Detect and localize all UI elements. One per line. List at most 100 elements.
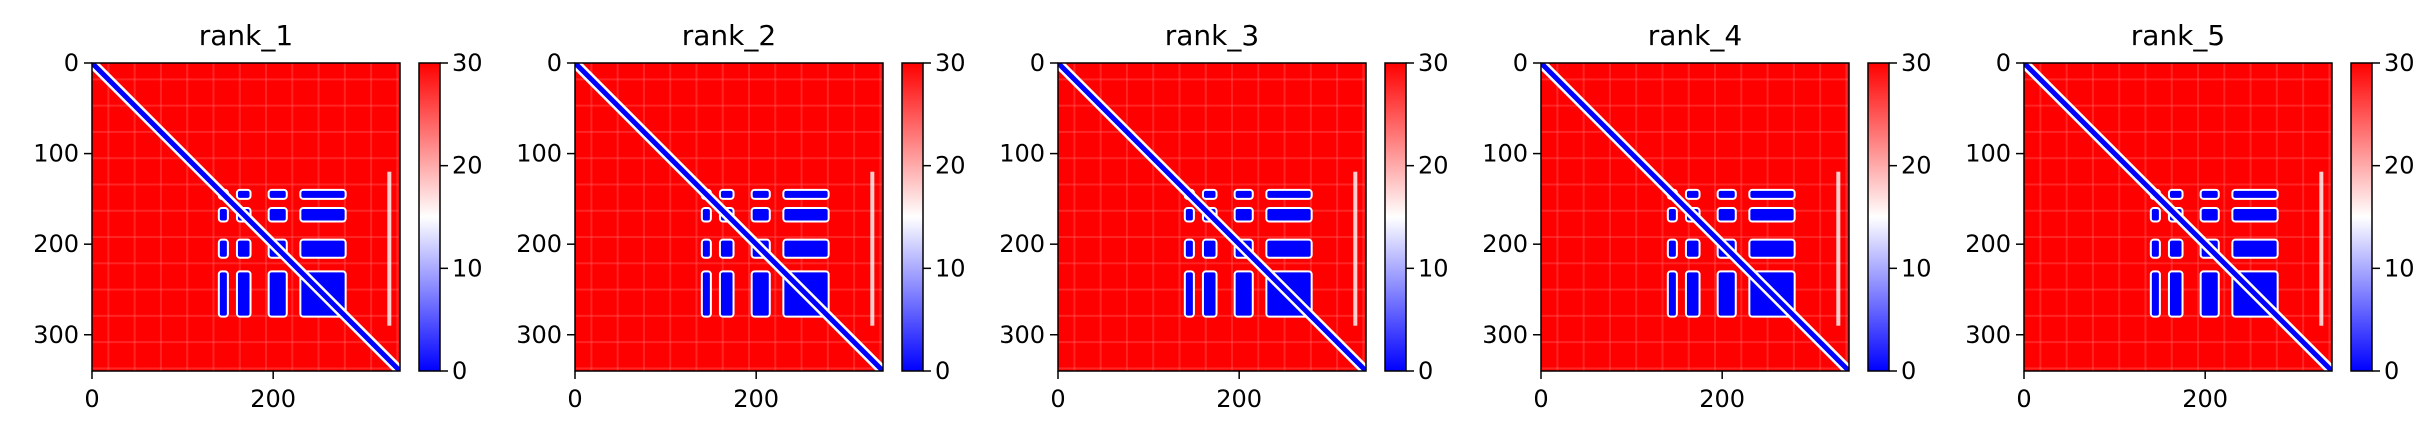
x-tick-label: 0: [1533, 385, 1548, 413]
axes-frame: [1540, 62, 1850, 372]
y-tick-label: 100: [1482, 140, 1528, 168]
y-tick-label: 100: [1965, 140, 2011, 168]
heatmap-block: [782, 188, 830, 200]
colorbar: [1868, 63, 1889, 371]
heatmap-texture: [1541, 341, 1849, 344]
heatmap-block: [2199, 206, 2220, 223]
heatmap-texture: [2024, 78, 2332, 81]
heatmap-texture: [575, 236, 883, 239]
heatmap-block: [2149, 206, 2161, 223]
heatmap-texture: [2024, 183, 2332, 186]
colorbar-tick-label: 30: [935, 49, 966, 77]
heatmap-texture: [1336, 63, 1339, 371]
heatmap-3: [1058, 63, 1366, 371]
x-tick-label: 0: [1050, 385, 1065, 413]
heatmap-block: [1716, 188, 1737, 200]
heatmap-block: [1183, 270, 1195, 318]
x-tick-label: 200: [733, 385, 779, 413]
colorbar-tick-label: 10: [1901, 254, 1932, 282]
heatmap-texture: [1541, 367, 1849, 370]
heatmap-block: [2231, 206, 2279, 223]
colorbar-tick-label: 20: [1418, 152, 1449, 180]
colorbar-frame: [901, 62, 924, 372]
heatmap-texture: [1541, 130, 1849, 133]
heatmap-block: [299, 238, 347, 259]
colorbar-tick-label: 0: [2384, 357, 2399, 385]
colorbar-tick-label: 30: [1901, 49, 1932, 77]
y-tick-label: 0: [64, 49, 79, 77]
heatmap-texture: [1152, 63, 1155, 371]
heatmap-block: [2167, 270, 2184, 318]
heatmap-block: [1265, 188, 1313, 200]
heatmap-block: [2167, 188, 2184, 200]
heatmap-texture: [575, 341, 883, 344]
heatmap-block: [782, 206, 830, 223]
colorbar: [2351, 63, 2372, 371]
y-tick-label: 0: [1030, 49, 1045, 77]
heatmap-texture: [1608, 63, 1611, 371]
heatmap-block: [1201, 188, 1218, 200]
heatmap-texture: [1257, 63, 1260, 371]
heatmap-texture: [212, 63, 215, 371]
axes-frame: [1057, 62, 1367, 372]
heatmap-texture: [1058, 236, 1366, 239]
heatmap-block: [1666, 238, 1678, 259]
colorbar-tick-label: 20: [935, 152, 966, 180]
y-tick-label: 200: [1482, 230, 1528, 258]
y-tick-label: 200: [1965, 230, 2011, 258]
heatmap-texture: [2065, 63, 2068, 371]
heatmap-edge-band: [1836, 171, 1841, 326]
heatmap-texture: [2024, 367, 2332, 370]
heatmap-block: [1183, 238, 1195, 259]
heatmap-block: [299, 188, 347, 200]
colorbar-tick-label: 30: [2384, 49, 2415, 77]
heatmap-block: [1183, 206, 1195, 223]
colorbar-frame: [1384, 62, 1407, 372]
heatmap-block: [718, 270, 735, 318]
heatmap-block: [1666, 270, 1678, 318]
heatmap-block: [1684, 270, 1701, 318]
heatmap-texture: [669, 63, 672, 371]
heatmap-texture: [1541, 236, 1849, 239]
colorbar: [902, 63, 923, 371]
heatmap-block: [235, 270, 252, 318]
heatmap-texture: [92, 157, 400, 160]
heatmap-texture: [774, 63, 777, 371]
heatmap-block: [235, 238, 252, 259]
heatmap-texture: [575, 183, 883, 186]
heatmap-block: [1265, 238, 1313, 259]
y-tick-label: 200: [516, 230, 562, 258]
heatmap-block: [1265, 206, 1313, 223]
heatmap-texture: [92, 78, 400, 81]
y-tick-label: 0: [1996, 49, 2011, 77]
chart-title: rank_2: [682, 19, 776, 52]
heatmap-block: [1748, 188, 1796, 200]
heatmap-block: [750, 206, 771, 223]
x-tick-label: 0: [567, 385, 582, 413]
colorbar-frame: [1867, 62, 1890, 372]
heatmap-texture: [2302, 63, 2305, 371]
heatmap-texture: [265, 63, 268, 371]
diagonal-line: [575, 63, 883, 371]
heatmap-block: [1748, 206, 1796, 223]
heatmap-block: [718, 188, 735, 200]
colorbar-tick-label: 20: [1901, 152, 1932, 180]
colorbar-tick-label: 0: [452, 357, 467, 385]
panel-5: rank_5 0 100 200 300 0 200 0 10 20 30: [1965, 19, 2414, 413]
heatmap-texture: [396, 63, 399, 371]
y-tick-label: 100: [516, 140, 562, 168]
chart-title: rank_4: [1648, 19, 1742, 52]
heatmap-texture: [616, 63, 619, 371]
heatmap-texture: [92, 130, 400, 133]
heatmap-block: [700, 238, 712, 259]
heatmap-texture: [92, 262, 400, 265]
heatmap-texture: [2024, 104, 2332, 107]
y-tick-label: 300: [1482, 321, 1528, 349]
heatmap-block: [1201, 238, 1218, 259]
x-tick-label: 0: [2016, 385, 2031, 413]
chart-title: rank_1: [199, 19, 293, 52]
heatmap-texture: [2024, 341, 2332, 344]
heatmap-texture: [1541, 104, 1849, 107]
heatmap-texture: [879, 63, 882, 371]
heatmap-edge-band: [1353, 171, 1358, 326]
